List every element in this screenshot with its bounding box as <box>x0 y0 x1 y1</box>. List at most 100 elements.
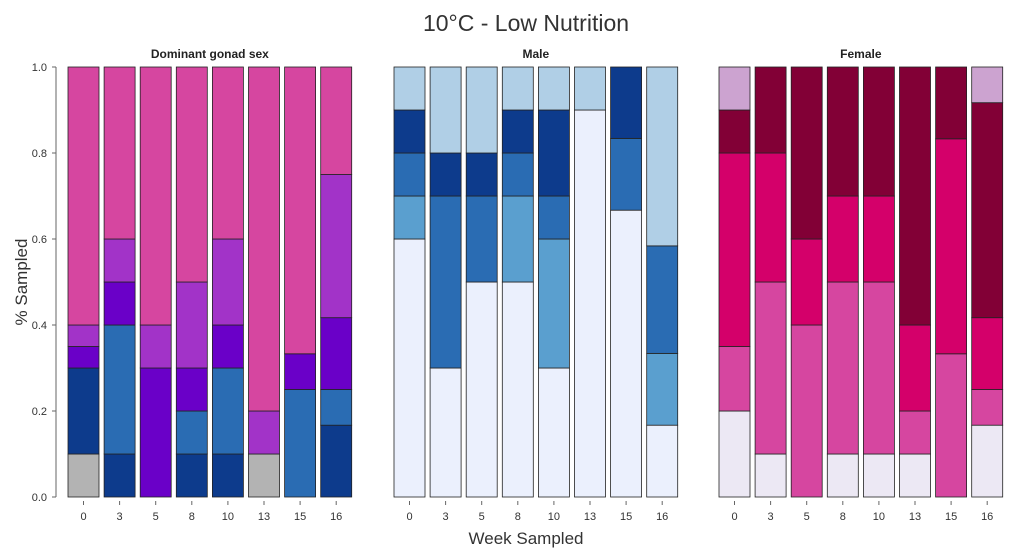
bar-segment <box>754 453 787 498</box>
bar-segment <box>284 66 317 355</box>
bar-segment <box>754 152 787 283</box>
bar-segment <box>826 66 859 197</box>
bar-segment <box>610 209 642 498</box>
bar-segment <box>67 66 100 326</box>
x-tick-label: 15 <box>620 511 632 523</box>
bar-segment <box>899 410 931 455</box>
bar-segment <box>863 195 895 283</box>
bar-segment <box>103 324 136 455</box>
bar-segment <box>718 346 751 412</box>
bar-segment <box>899 66 931 326</box>
bar-segment <box>393 152 426 197</box>
bar-segment <box>67 346 100 369</box>
bar-segment <box>248 66 280 412</box>
bar-segment <box>826 281 859 455</box>
bar-segment <box>211 367 244 455</box>
y-tick-label: 0.6 <box>32 234 47 246</box>
bar-segment <box>718 152 751 347</box>
bar-segment <box>103 453 136 498</box>
bar-segment <box>610 137 642 211</box>
y-tick-label: 0.8 <box>32 148 47 160</box>
x-tick-label: 16 <box>981 511 993 523</box>
bar-segment <box>826 195 859 283</box>
x-tick-label: 5 <box>479 511 485 523</box>
bar-segment <box>139 66 172 326</box>
bar-segment <box>971 424 1004 498</box>
panel-3: Female 0 3 5 8 10 13 15 16 <box>718 47 1004 523</box>
bar-segment <box>465 281 498 498</box>
bar-segment <box>538 238 570 369</box>
bar-segment <box>826 453 859 498</box>
bar-segment <box>211 453 244 498</box>
bar-segment <box>574 109 606 498</box>
bar-segment <box>393 195 426 240</box>
bar-segment <box>393 109 426 154</box>
bar-segment <box>863 66 895 197</box>
x-tick-label: 13 <box>258 511 270 523</box>
x-tick-label: 0 <box>731 511 737 523</box>
bar-segment <box>646 245 679 354</box>
bar-segment <box>863 281 895 455</box>
bar-segment <box>935 138 967 355</box>
x-tick-label: 3 <box>443 511 449 523</box>
bar-segment <box>718 66 751 111</box>
x-tick-label: 3 <box>117 511 123 523</box>
y-tick-label: 0.2 <box>32 406 47 418</box>
panel-2: Male 0 3 5 8 10 13 15 16 <box>393 47 679 523</box>
bar-segment <box>501 109 534 154</box>
bar-segment <box>646 352 679 426</box>
x-tick-label: 10 <box>873 511 885 523</box>
y-tick-label: 1.0 <box>32 62 47 74</box>
x-axis-label: Week Sampled <box>469 529 584 548</box>
bar-segment <box>465 66 498 154</box>
x-tick-label: 5 <box>153 511 159 523</box>
bar-segment <box>248 410 280 455</box>
bar-segment <box>754 66 787 154</box>
bar-segment <box>175 453 208 498</box>
bar-segment <box>429 195 462 369</box>
bar-segment <box>538 66 570 111</box>
bar-segment <box>790 324 823 498</box>
bar-segment <box>103 281 136 326</box>
bar-segment <box>175 281 208 369</box>
bar-segment <box>175 66 208 283</box>
bar-segment <box>284 353 317 390</box>
bar-segment <box>538 109 570 197</box>
bar-segment <box>718 410 751 498</box>
x-tick-label: 8 <box>515 511 521 523</box>
bar-segment <box>501 281 534 498</box>
bar-segment <box>899 453 931 498</box>
x-tick-label: 8 <box>840 511 846 523</box>
bar-segment <box>501 152 534 197</box>
bar-segment <box>501 195 534 283</box>
bar-segment <box>971 102 1004 319</box>
panel-1: Dominant gonad sex 0 3 5 8 10 13 15 16 <box>67 47 353 523</box>
bar-segment <box>284 389 317 498</box>
x-tick-label: 3 <box>768 511 774 523</box>
bar-segment <box>538 367 570 498</box>
bar-segment <box>610 66 642 139</box>
bar-segment <box>935 353 967 498</box>
x-tick-label: 13 <box>584 511 596 523</box>
panel-title: Dominant gonad sex <box>151 47 269 61</box>
bar-segment <box>429 367 462 498</box>
bar-segment <box>501 66 534 111</box>
bar-segment <box>935 66 967 140</box>
bar-segment <box>790 66 823 240</box>
bar-segment <box>429 66 462 154</box>
bar-segment <box>899 324 931 412</box>
bar-segment <box>971 317 1004 390</box>
y-tick-label: 0.0 <box>32 492 47 504</box>
x-tick-label: 15 <box>945 511 957 523</box>
bar-segment <box>971 66 1004 104</box>
y-axis-label: % Sampled <box>12 239 31 326</box>
x-tick-label: 5 <box>804 511 810 523</box>
bar-segment <box>320 424 353 498</box>
bar-segment <box>320 389 353 426</box>
bar-segment <box>103 66 136 240</box>
bar-segment <box>646 66 679 247</box>
x-tick-label: 0 <box>80 511 86 523</box>
bar-segment <box>175 410 208 455</box>
